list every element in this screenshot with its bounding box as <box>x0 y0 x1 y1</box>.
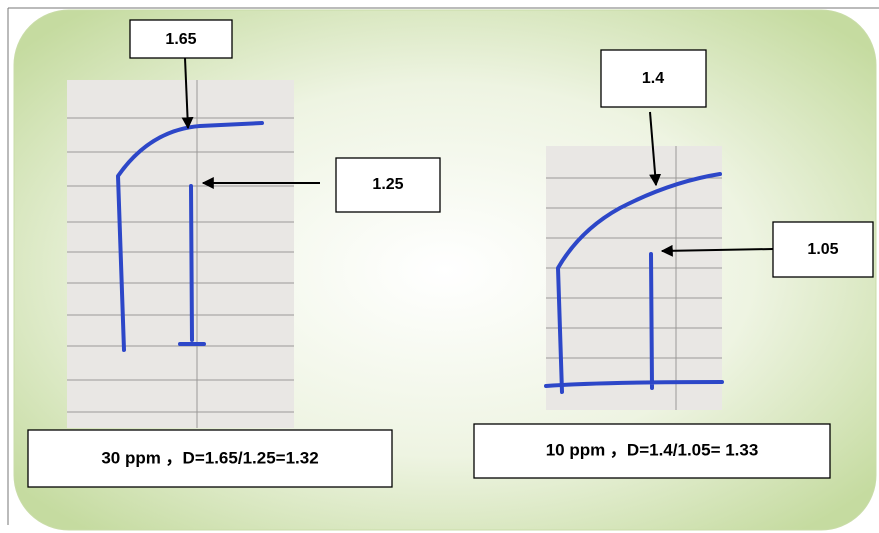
mid-label: 1.05 <box>807 241 838 258</box>
photo-left <box>67 80 294 428</box>
top-label: 1.65 <box>165 31 196 48</box>
mid-label: 1.25 <box>372 176 403 193</box>
figure: 1.65 1.25 30 ppm ，D=1.65/1.25=1.32 1.4 1… <box>0 0 879 533</box>
top-label: 1.4 <box>642 70 664 87</box>
caption: 10 ppm ，D=1.4/1.05= 1.33 <box>546 440 759 459</box>
caption: 30 ppm ，D=1.65/1.25=1.32 <box>101 448 318 467</box>
photo-right <box>546 146 722 410</box>
